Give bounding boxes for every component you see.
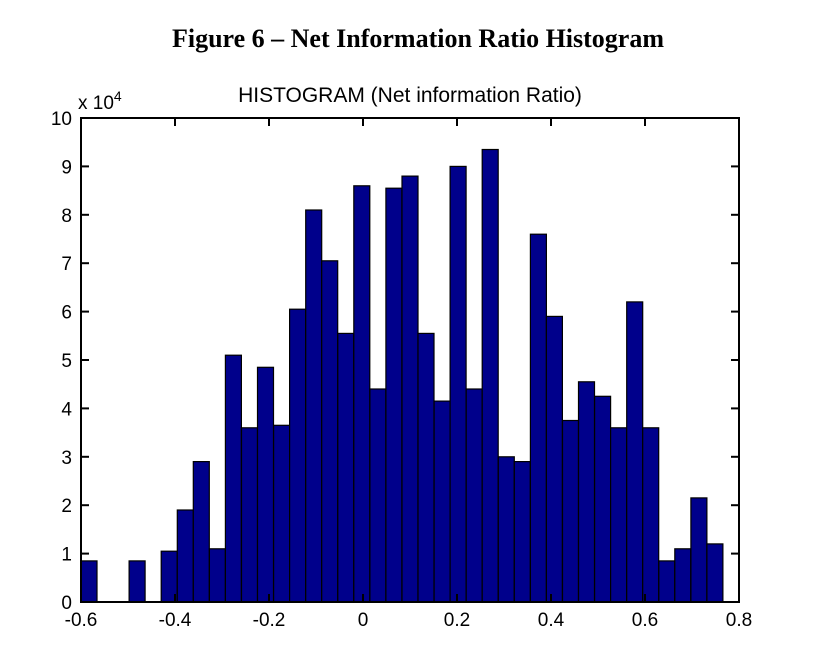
y-tick-label: 4 [61, 399, 72, 420]
y-tick-label: 10 [51, 109, 72, 130]
histogram-bar [545, 315, 564, 603]
histogram-bar [256, 366, 275, 603]
histogram-bar [658, 560, 676, 603]
y-axis-offset-exponent: 4 [113, 88, 122, 104]
histogram-bar [690, 497, 708, 603]
histogram-bar [433, 400, 451, 603]
histogram-bar [353, 185, 371, 603]
histogram-bar [417, 332, 435, 603]
histogram-bar [481, 148, 499, 603]
histogram-bar [529, 233, 548, 603]
y-tick-label: 5 [61, 351, 72, 372]
x-tick-label: -0.2 [253, 610, 286, 631]
x-tick-label: 0.2 [444, 610, 470, 631]
histogram-bar [626, 301, 644, 603]
histogram-bar [497, 456, 515, 603]
figure-title: Figure 6 – Net Information Ratio Histogr… [171, 24, 664, 53]
y-tick-label: 0 [61, 593, 72, 614]
histogram-bar [192, 461, 210, 603]
y-tick-label: 2 [61, 496, 72, 517]
histogram-bar [593, 395, 612, 603]
x-tick-label: 0 [358, 610, 369, 631]
histogram-bar [240, 427, 259, 603]
y-tick-label: 9 [61, 157, 72, 178]
y-axis-offset-mantissa: x 10 [78, 93, 114, 114]
histogram-bar [289, 308, 307, 603]
histogram-bar [609, 427, 628, 603]
histogram-bar [577, 381, 596, 603]
histogram-bar [128, 560, 146, 603]
histogram-bar [642, 427, 660, 603]
histogram-bar [561, 419, 580, 603]
histogram-bar [224, 354, 242, 603]
x-tick-label: 0.4 [538, 610, 565, 631]
x-tick-label: 0.8 [726, 610, 752, 631]
histogram-bar [401, 175, 419, 603]
histogram-bar [513, 461, 531, 603]
y-tick-label: 1 [61, 545, 72, 566]
y-tick-label: 6 [61, 303, 72, 324]
y-axis-offset-label: x 104 [78, 88, 122, 115]
histogram-bar [273, 424, 291, 603]
x-tick-label: 0.6 [632, 610, 658, 631]
x-tick-label: -0.6 [65, 610, 98, 631]
y-tick-label: 3 [61, 448, 72, 469]
histogram-bar [465, 388, 483, 603]
histogram-bar [706, 543, 724, 603]
histogram-bar [80, 560, 98, 603]
y-tick-label: 7 [61, 254, 72, 275]
histogram-bar [369, 388, 387, 603]
histogram-bar [337, 332, 355, 603]
y-tick-label: 8 [61, 206, 72, 227]
histogram-bar [208, 548, 226, 603]
histogram-bar [321, 260, 339, 603]
histogram-bar [449, 165, 467, 603]
histogram-bar [305, 209, 323, 603]
x-tick-label: -0.4 [159, 610, 192, 631]
histogram-bar [674, 548, 692, 603]
histogram-bar [176, 509, 194, 603]
histogram-bar [385, 187, 403, 603]
chart-title: HISTOGRAM (Net information Ratio) [238, 84, 582, 107]
